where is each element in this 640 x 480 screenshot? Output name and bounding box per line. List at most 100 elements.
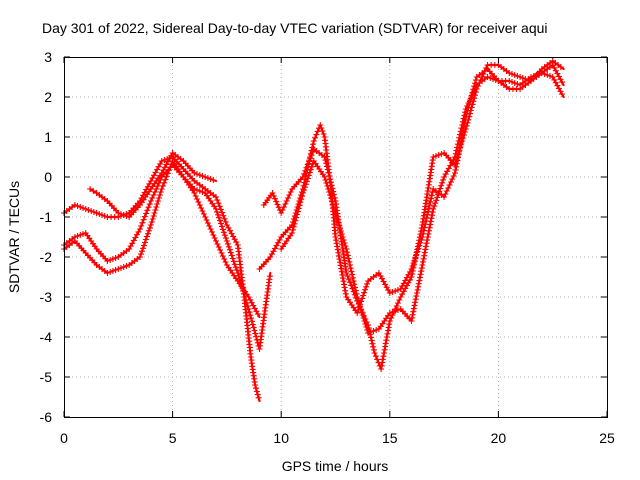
y-tick-label: 0: [44, 169, 52, 185]
data-point: [467, 110, 473, 117]
data-point: [327, 192, 334, 198]
data-point: [357, 306, 364, 312]
data-point: [438, 182, 445, 189]
data-point: [145, 227, 152, 234]
y-tick-label: -1: [40, 209, 53, 225]
data-point: [430, 206, 437, 212]
data-point: [383, 334, 390, 340]
data-point: [445, 185, 452, 191]
data-point: [219, 223, 225, 230]
data-point: [252, 382, 259, 388]
data-point: [394, 307, 401, 313]
data-point: [203, 217, 210, 223]
data-point: [304, 161, 311, 168]
data-point: [199, 189, 206, 195]
data-point: [245, 306, 252, 312]
data-point: [223, 238, 230, 244]
data-point: [359, 312, 366, 318]
data-point: [461, 112, 468, 119]
data-point: [253, 388, 260, 395]
data-point: [441, 194, 448, 200]
data-point: [452, 170, 458, 176]
data-point: [90, 209, 97, 215]
data-point: [196, 188, 203, 194]
data-point: [225, 243, 232, 250]
data-point: [416, 234, 423, 241]
data-point: [379, 356, 386, 363]
data-point: [308, 152, 315, 159]
data-point: [309, 149, 316, 156]
data-point: [215, 244, 222, 250]
data-point: [429, 212, 435, 219]
y-tick-label: 2: [44, 89, 52, 105]
data-point: [153, 204, 160, 210]
data-point: [253, 333, 260, 340]
data-point: [381, 346, 388, 353]
data-point: [361, 318, 368, 324]
data-point: [295, 205, 302, 212]
data-point: [411, 302, 418, 309]
data-point: [449, 176, 456, 182]
data-point: [378, 362, 385, 369]
data-point: [82, 206, 89, 212]
data-point: [389, 309, 396, 315]
data-point: [215, 211, 221, 218]
data-point: [222, 218, 229, 225]
data-point: [351, 281, 358, 288]
data-point: [337, 225, 343, 231]
data-point: [424, 234, 431, 240]
data-point: [327, 179, 334, 186]
data-point: [418, 268, 425, 275]
data-point: [466, 97, 473, 103]
data-point: [317, 122, 324, 128]
data-point: [363, 283, 370, 290]
data-point: [464, 119, 471, 126]
series-line: [62, 159, 261, 319]
data-point: [254, 311, 261, 318]
series-track-6: [260, 62, 565, 372]
data-point: [210, 232, 217, 238]
data-point: [342, 287, 349, 294]
data-point: [338, 231, 345, 237]
data-point: [291, 220, 298, 227]
data-point: [194, 171, 200, 177]
data-point: [423, 240, 430, 247]
data-point: [559, 91, 565, 98]
data-point: [305, 172, 312, 179]
data-point: [344, 273, 351, 280]
data-point: [368, 337, 375, 344]
data-point: [340, 278, 347, 285]
data-point: [166, 167, 172, 174]
series-track-1: [61, 154, 262, 403]
data-point: [303, 164, 310, 171]
data-point: [146, 201, 153, 208]
data-point: [393, 303, 400, 309]
data-point: [321, 174, 328, 180]
data-point: [506, 70, 513, 76]
data-point: [384, 330, 391, 337]
data-point: [418, 225, 425, 232]
data-point: [307, 166, 314, 173]
data-point: [324, 163, 330, 170]
data-point: [282, 201, 289, 207]
data-point: [408, 318, 415, 324]
data-point: [340, 237, 347, 243]
data-point: [454, 144, 461, 151]
data-point: [248, 315, 255, 322]
data-point: [414, 286, 421, 293]
data-point: [326, 189, 333, 195]
data-point: [470, 98, 477, 105]
data-point: [90, 188, 97, 194]
data-point: [310, 138, 317, 144]
data-point: [254, 391, 261, 398]
data-point: [354, 310, 361, 316]
data-point: [88, 208, 95, 214]
data-point: [440, 176, 447, 183]
data-point: [154, 201, 161, 207]
data-point: [433, 153, 439, 159]
data-point: [253, 385, 259, 392]
data-point: [142, 236, 149, 243]
data-point: [333, 213, 340, 219]
data-point: [413, 290, 420, 296]
data-point: [457, 128, 464, 135]
